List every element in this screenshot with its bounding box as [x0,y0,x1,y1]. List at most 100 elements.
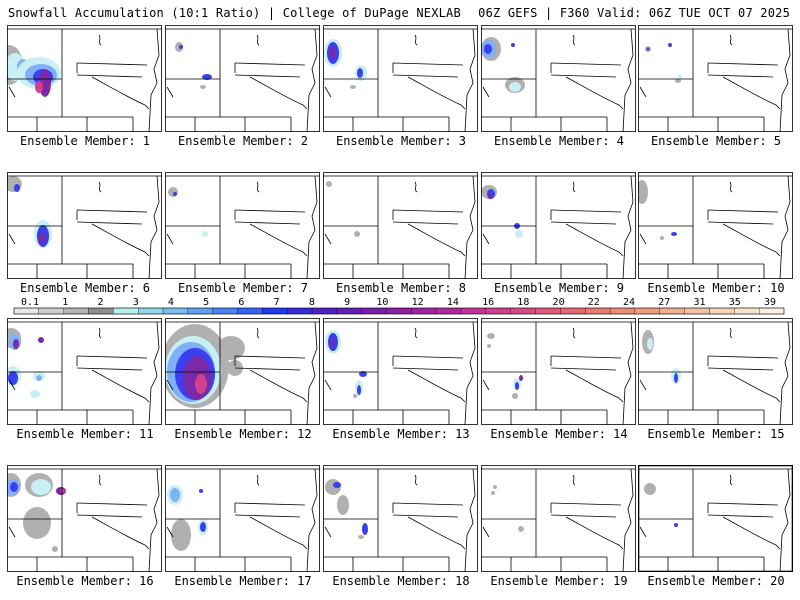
snowfall-area-17-1 [170,488,180,502]
colorbar-swatch-19 [485,307,511,315]
state-border-5-9 [707,74,774,78]
snowfall-map-1 [7,25,162,132]
state-border-9-10 [565,223,624,257]
snowfall-area-5-4 [678,74,682,80]
state-border-15-9 [707,367,774,371]
ensemble-member-map-19 [481,465,636,572]
ensemble-member-label-3: Ensemble Member: 3 [335,134,467,148]
colorbar-swatch-0 [13,307,39,315]
state-border-19-3 [535,519,607,558]
snowfall-map-19 [481,465,636,572]
state-border-17-14 [166,526,174,538]
snowfall-area-15-1 [647,338,653,350]
snowfall-area-14-0 [487,333,495,339]
snowfall-area-4-3 [511,43,515,47]
colorbar-swatch-12 [311,307,338,315]
ensemble-member-map-13 [323,318,478,425]
state-border-17-10 [249,516,308,550]
state-border-19-14 [482,526,490,538]
colorbar-swatch-15 [386,307,412,315]
snowfall-area-6-4 [39,232,45,244]
state-border-9-13 [572,181,576,193]
colorbar-frame [13,307,785,315]
snowfall-area-18-1 [333,482,341,488]
state-border-1-3 [61,79,133,118]
state-border-5-7 [707,62,779,66]
state-border-4-13 [572,34,576,46]
state-border-5-3 [692,79,764,118]
state-border-20-14 [639,526,647,538]
state-border-2-14 [166,86,174,98]
state-border-20-6 [779,468,791,572]
state-border-12-3 [219,372,291,411]
snowfall-area-16-7 [23,507,51,539]
state-border-15-3 [692,372,764,411]
state-border-1-13 [98,34,102,46]
colorbar-swatch-14 [361,307,387,315]
colorbar-swatch-10 [262,307,288,315]
state-border-16-3 [61,519,133,558]
colorbar-swatch-16 [411,307,437,315]
state-border-7-9 [234,221,301,225]
panel-frame-6 [7,172,162,279]
panel-frame-2 [165,25,320,132]
ensemble-member-label-19: Ensemble Member: 19 [490,574,628,588]
state-border-2-6 [306,28,318,132]
state-border-12-6 [306,321,318,425]
snowfall-area-17-5 [200,522,206,532]
ensemble-member-label-1: Ensemble Member: 1 [19,134,151,148]
colorbar-label-16: 22 [588,297,600,308]
snowfall-area-2-1 [179,45,183,49]
panel-frame-3 [323,25,478,132]
title-left: Snowfall Accumulation (10:1 Ratio) | Col… [8,6,461,20]
snowfall-area-12-5 [195,374,207,394]
snowfall-area-14-1 [487,344,491,348]
snowfall-map-15 [638,318,793,425]
snowfall-area-16-2 [10,482,18,492]
title-right: 06Z GEFS | F360 Valid: 06Z TUE OCT 07 20… [478,6,790,20]
snowfall-area-1-7 [35,81,43,93]
snowfall-area-5-3 [675,79,681,83]
state-border-1-14 [8,86,16,98]
snowfall-area-3-5 [350,85,356,89]
state-border-6-13 [98,181,102,193]
ensemble-member-label-20: Ensemble Member: 20 [647,574,785,588]
snowfall-map-12 [165,318,320,425]
colorbar-label-17: 24 [623,297,635,308]
state-border-13-9 [392,367,459,371]
snowfall-area-10-1 [671,232,677,236]
ensemble-member-map-3 [323,25,478,132]
state-border-10-6 [779,175,791,279]
state-border-8-14 [324,233,332,245]
snowfall-area-18-3 [362,523,368,535]
snowfall-area-8-0 [326,181,332,187]
colorbar-label-1: 1 [62,297,68,308]
ensemble-member-label-2: Ensemble Member: 2 [177,134,309,148]
ensemble-member-map-14 [481,318,636,425]
state-border-1-7 [76,62,148,66]
state-border-12-7 [234,355,306,359]
colorbar-label-4: 4 [168,297,174,308]
state-border-15-10 [722,369,781,403]
snowfall-area-9-2 [488,193,492,199]
state-border-5-10 [722,76,781,110]
panel-frame-13 [323,318,478,425]
panel-frame-7 [165,172,320,279]
colorbar-swatch-30 [759,307,785,315]
state-border-11-9 [76,367,143,371]
state-border-13-13 [414,327,418,339]
state-border-16-10 [91,516,150,550]
snowfall-area-11-7 [36,375,42,381]
snowfall-area-19-1 [493,485,497,489]
snowfall-map-8 [323,172,478,279]
colorbar-swatch-27 [684,307,710,315]
panel-frame-15 [638,318,793,425]
colorbar-label-12: 14 [447,297,459,308]
snowfall-map-3 [323,25,478,132]
state-border-20-3 [692,519,764,558]
snowfall-area-20-2 [674,523,678,527]
panel-frame-19 [481,465,636,572]
state-border-17-6 [306,468,318,572]
state-border-4-14 [482,86,490,98]
